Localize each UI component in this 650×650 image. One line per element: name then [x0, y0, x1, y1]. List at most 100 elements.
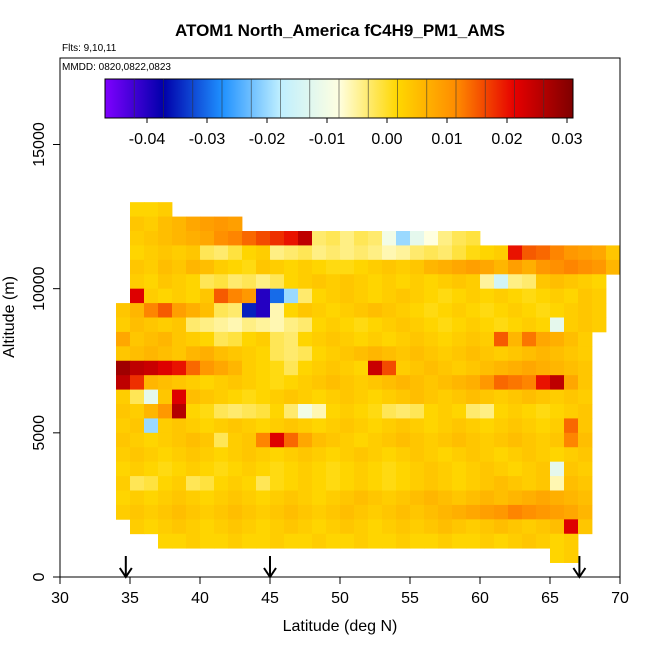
- heatmap-cell: [424, 418, 439, 434]
- heatmap-cell: [130, 432, 145, 448]
- heatmap-cell: [298, 274, 313, 290]
- heatmap-cell: [284, 331, 299, 347]
- heatmap-cell: [312, 490, 327, 506]
- heatmap-cell: [368, 274, 383, 290]
- heatmap-cell: [186, 331, 201, 347]
- heatmap-cell: [214, 317, 229, 333]
- heatmap-cell: [256, 432, 271, 448]
- heatmap-cell: [424, 346, 439, 362]
- heatmap-cell: [550, 548, 565, 563]
- heatmap-cell: [578, 259, 593, 275]
- y-tick-label: 15000: [31, 122, 48, 167]
- heatmap-cell: [242, 303, 257, 318]
- heatmap-cell: [564, 519, 579, 535]
- heatmap-cell: [452, 346, 467, 362]
- x-tick-label: 60: [471, 590, 489, 607]
- heatmap-cell: [326, 231, 341, 246]
- heatmap-cell: [368, 461, 383, 477]
- heatmap-cell: [522, 404, 537, 419]
- heatmap-cell: [284, 375, 299, 390]
- heatmap-cell: [452, 259, 467, 275]
- heatmap-cell: [550, 418, 565, 434]
- heatmap-cell: [396, 274, 411, 290]
- heatmap-cell: [228, 360, 243, 376]
- heatmap-cell: [536, 346, 551, 362]
- heatmap-cell: [452, 303, 467, 318]
- heatmap-cell: [340, 317, 355, 333]
- heatmap-cell: [200, 317, 215, 333]
- heatmap-cell: [494, 533, 509, 549]
- heatmap-cell: [480, 274, 495, 290]
- heatmap-cell: [130, 476, 145, 491]
- heatmap-cell: [144, 519, 159, 535]
- heatmap-cell: [312, 245, 327, 261]
- heatmap-cell: [382, 447, 397, 463]
- heatmap-cell: [522, 245, 537, 261]
- heatmap-cell: [298, 245, 313, 261]
- heatmap-cell: [494, 274, 509, 290]
- heatmap-cell: [158, 461, 173, 477]
- heatmap-cell: [606, 245, 620, 261]
- heatmap-cell: [172, 533, 187, 549]
- heatmap-cell: [326, 389, 341, 405]
- heatmap-cell: [228, 259, 243, 275]
- heatmap-cell: [228, 375, 243, 390]
- heatmap-cell: [494, 461, 509, 477]
- heatmap-cell: [298, 519, 313, 535]
- heatmap-cell: [396, 288, 411, 304]
- heatmap-cell: [116, 331, 131, 347]
- heatmap-cell: [396, 432, 411, 448]
- heatmap-cell: [550, 288, 565, 304]
- colorbar-tick-label: -0.04: [129, 131, 166, 148]
- heatmap-cell: [228, 404, 243, 419]
- heatmap-cell: [326, 245, 341, 261]
- heatmap-cell: [368, 231, 383, 246]
- y-tick-label: 0: [31, 572, 48, 581]
- heatmap-cell: [256, 533, 271, 549]
- x-tick-label: 50: [331, 590, 349, 607]
- heatmap-cell: [256, 274, 271, 290]
- heatmap-cell: [578, 317, 593, 333]
- heatmap-cell: [382, 461, 397, 477]
- heatmap-cell: [242, 389, 257, 405]
- heatmap-cell: [480, 245, 495, 261]
- heatmap-cell: [326, 519, 341, 535]
- heatmap-cell: [354, 404, 369, 419]
- heatmap-cell: [284, 317, 299, 333]
- heatmap-cell: [298, 490, 313, 506]
- heatmap-cell: [312, 317, 327, 333]
- heatmap-cell: [382, 476, 397, 491]
- heatmap-cell: [480, 331, 495, 347]
- heatmap-cell: [298, 504, 313, 520]
- heatmap-cell: [592, 288, 607, 304]
- heatmap-cell: [550, 317, 565, 333]
- heatmap-cell: [466, 389, 481, 405]
- heatmap-cell: [508, 303, 523, 318]
- heatmap-cell: [130, 331, 145, 347]
- heatmap-cell: [564, 303, 579, 318]
- heatmap-cell: [242, 331, 257, 347]
- heatmap-cell: [522, 447, 537, 463]
- heatmap-cell: [452, 317, 467, 333]
- heatmap-cell: [200, 331, 215, 347]
- heatmap-cell: [382, 259, 397, 275]
- heatmap-cell: [214, 389, 229, 405]
- heatmap-cell: [158, 360, 173, 376]
- heatmap-cell: [116, 432, 131, 448]
- heatmap-cell: [130, 317, 145, 333]
- heatmap-cell: [396, 245, 411, 261]
- heatmap-cell: [172, 447, 187, 463]
- heatmap-cell: [466, 461, 481, 477]
- heatmap-cell: [410, 404, 425, 419]
- heatmap-cell: [452, 504, 467, 520]
- heatmap-cell: [326, 375, 341, 390]
- heatmap-cell: [298, 418, 313, 434]
- heatmap-cell: [172, 504, 187, 520]
- heatmap-cell: [424, 490, 439, 506]
- y-axis-label: Altitude (m): [1, 276, 18, 358]
- heatmap-cell: [564, 389, 579, 405]
- heatmap-cell: [326, 447, 341, 463]
- colorbar-tick-label: -0.01: [309, 131, 346, 148]
- heatmap-cell: [564, 245, 579, 261]
- heatmap-cell: [200, 288, 215, 304]
